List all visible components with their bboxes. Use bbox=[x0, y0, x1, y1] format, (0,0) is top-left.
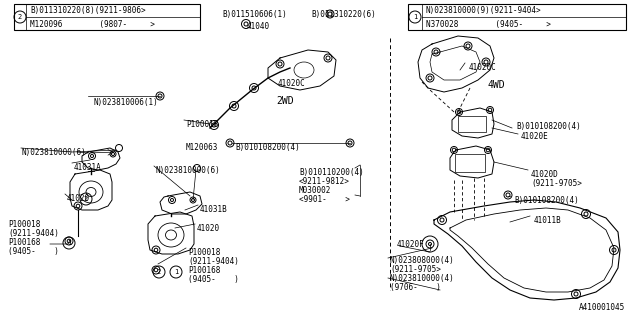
Polygon shape bbox=[160, 192, 202, 214]
Text: N)023810006(1): N)023810006(1) bbox=[94, 98, 159, 107]
Text: A410001045: A410001045 bbox=[579, 303, 625, 312]
Polygon shape bbox=[268, 50, 336, 90]
Text: 41020E: 41020E bbox=[521, 132, 548, 141]
Text: 41020C: 41020C bbox=[278, 79, 306, 88]
Bar bbox=[458, 116, 486, 132]
Text: 2: 2 bbox=[157, 269, 161, 275]
Text: 41011B: 41011B bbox=[534, 216, 562, 225]
Text: B)010108200(4): B)010108200(4) bbox=[514, 196, 579, 205]
Text: P100168: P100168 bbox=[188, 266, 220, 275]
Text: P100018: P100018 bbox=[8, 220, 40, 229]
Text: 41031A: 41031A bbox=[74, 163, 102, 172]
Text: P100168: P100168 bbox=[8, 238, 40, 247]
Text: B)011310220(6): B)011310220(6) bbox=[311, 10, 376, 19]
Text: N370028        (9405-     >: N370028 (9405- > bbox=[426, 20, 551, 28]
Polygon shape bbox=[418, 36, 494, 92]
Bar bbox=[455, 154, 485, 172]
Text: 1: 1 bbox=[67, 240, 71, 246]
Text: 1: 1 bbox=[413, 14, 417, 20]
Text: 41020C: 41020C bbox=[469, 63, 497, 72]
Polygon shape bbox=[434, 200, 620, 300]
Text: B)010108200(4): B)010108200(4) bbox=[235, 143, 300, 152]
Text: (9405-    ): (9405- ) bbox=[188, 275, 239, 284]
Bar bbox=[14, 4, 200, 30]
Text: N)023810000(9)(9211-9404>: N)023810000(9)(9211-9404> bbox=[426, 6, 541, 15]
Text: 41020D: 41020D bbox=[531, 170, 559, 179]
Text: 1: 1 bbox=[174, 269, 178, 275]
Text: <9211-9812>: <9211-9812> bbox=[299, 177, 350, 186]
Text: (9211-9705>: (9211-9705> bbox=[531, 179, 582, 188]
Text: P100018: P100018 bbox=[186, 120, 218, 129]
Text: B)010108200(4): B)010108200(4) bbox=[516, 122, 580, 131]
Text: P100018: P100018 bbox=[188, 248, 220, 257]
Polygon shape bbox=[82, 148, 120, 170]
Text: (9211-9404): (9211-9404) bbox=[188, 257, 239, 266]
Text: M120063: M120063 bbox=[186, 143, 218, 152]
Text: B)011310220(8)(9211-9806>: B)011310220(8)(9211-9806> bbox=[30, 6, 146, 15]
Text: (9211-9404): (9211-9404) bbox=[8, 229, 59, 238]
Text: M120096        (9807-     >: M120096 (9807- > bbox=[30, 20, 155, 28]
Polygon shape bbox=[450, 146, 494, 178]
Text: B)010110200(4): B)010110200(4) bbox=[299, 168, 364, 177]
Text: M030002: M030002 bbox=[299, 186, 332, 195]
Text: 2: 2 bbox=[18, 14, 22, 20]
Polygon shape bbox=[148, 212, 194, 254]
Text: 41031B: 41031B bbox=[200, 205, 228, 214]
Text: 2WD: 2WD bbox=[276, 96, 294, 106]
Text: 41040: 41040 bbox=[247, 22, 270, 31]
Text: N)023810000(4): N)023810000(4) bbox=[390, 274, 455, 283]
Polygon shape bbox=[70, 170, 112, 210]
Text: (9211-9705>: (9211-9705> bbox=[390, 265, 441, 274]
Polygon shape bbox=[452, 108, 494, 138]
Text: 41020: 41020 bbox=[67, 194, 90, 203]
Bar bbox=[408, 4, 626, 30]
Text: 2: 2 bbox=[84, 196, 88, 202]
Text: N)023810000(6): N)023810000(6) bbox=[21, 148, 86, 157]
Text: N)023810000(6): N)023810000(6) bbox=[156, 166, 221, 175]
Text: (9706-    ): (9706- ) bbox=[390, 283, 441, 292]
Text: N)023808000(4): N)023808000(4) bbox=[390, 256, 455, 265]
Text: <9901-    >: <9901- > bbox=[299, 195, 350, 204]
Text: (9405-    ): (9405- ) bbox=[8, 247, 59, 256]
Text: B)011510606(1): B)011510606(1) bbox=[222, 10, 287, 19]
Text: 41020: 41020 bbox=[197, 224, 220, 233]
Text: 4WD: 4WD bbox=[488, 80, 506, 90]
Text: 41020F: 41020F bbox=[397, 240, 425, 249]
